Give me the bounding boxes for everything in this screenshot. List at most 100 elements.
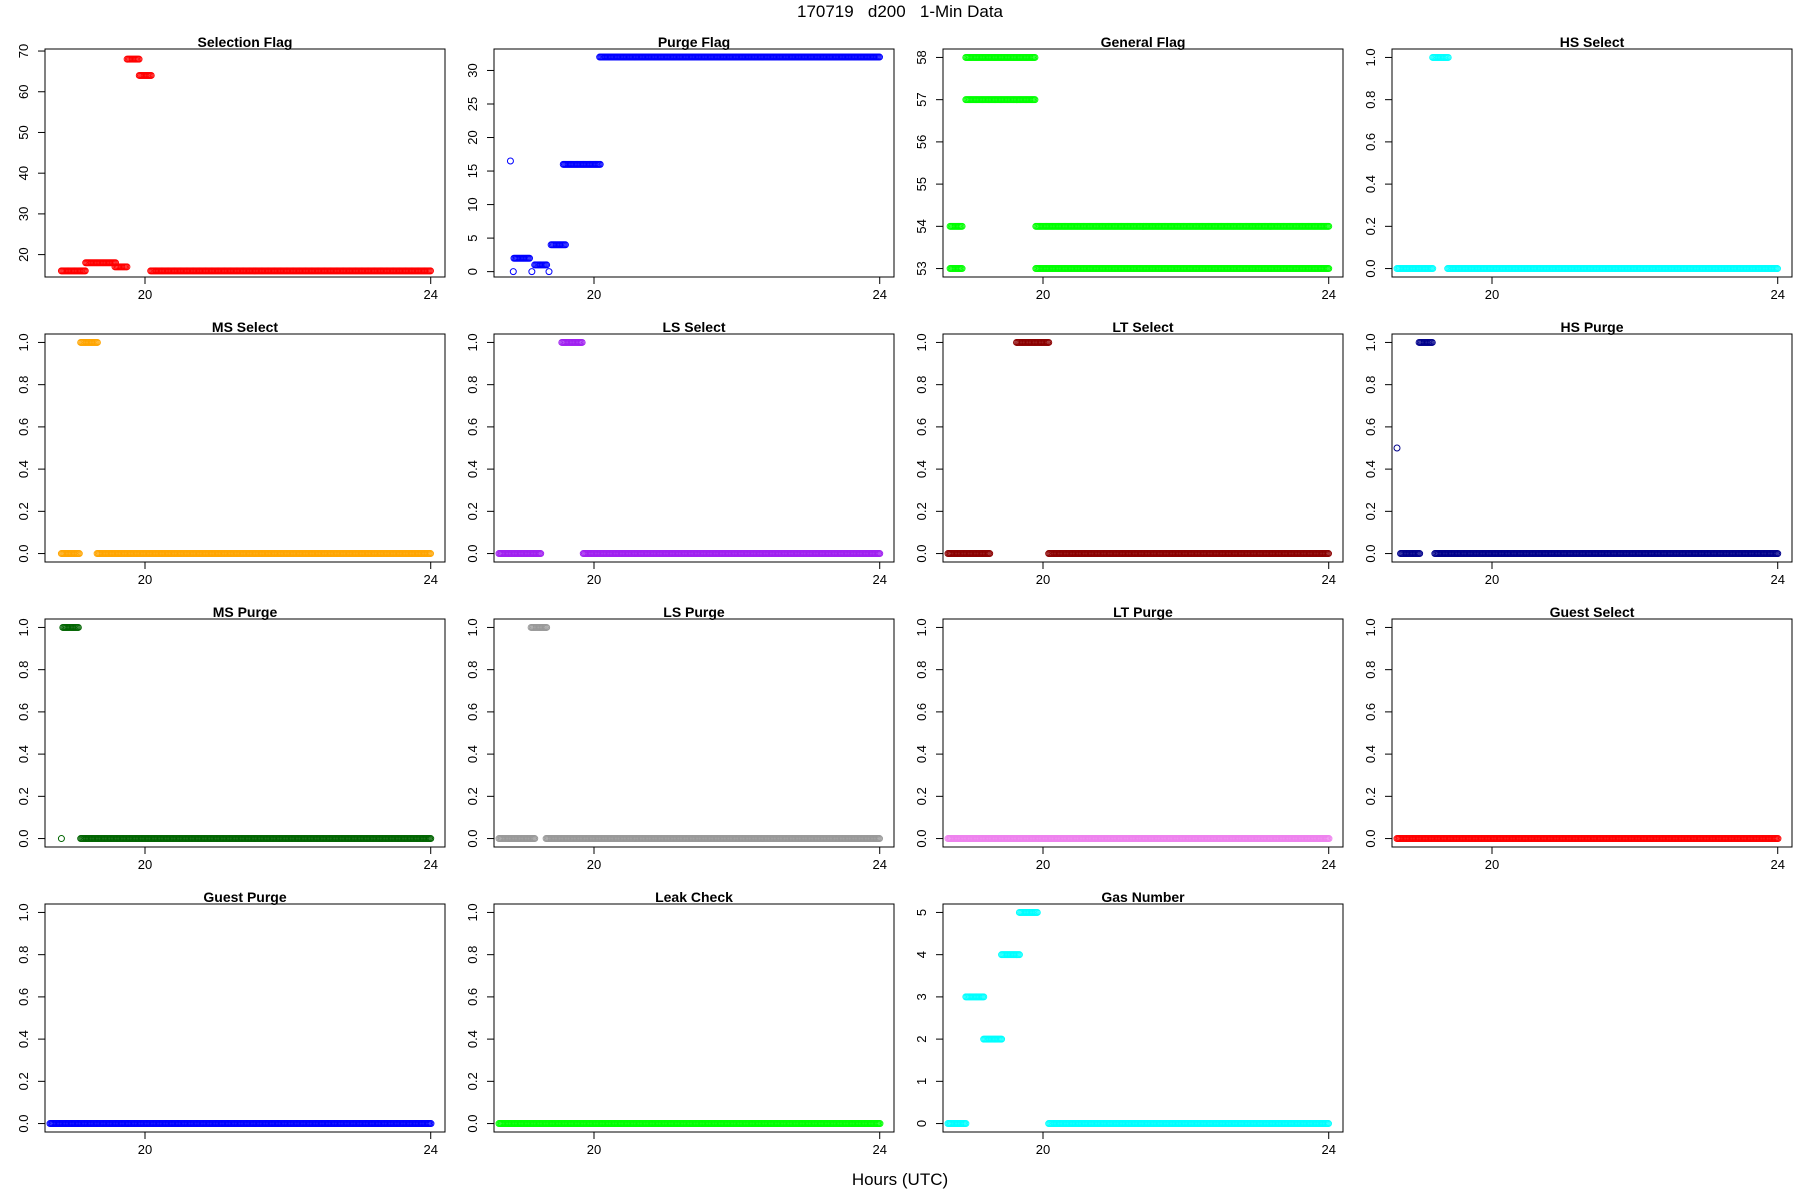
x-tick-label: 24	[872, 572, 886, 587]
y-tick-label: 1.0	[16, 333, 31, 351]
y-tick-label: 0.8	[465, 376, 480, 394]
y-tick-label: 15	[465, 164, 480, 178]
y-tick-label: 20	[465, 130, 480, 144]
y-tick-label: 0.4	[16, 745, 31, 763]
y-tick-label: 0.4	[465, 745, 480, 763]
panel-title: LT Purge	[1113, 604, 1173, 620]
x-tick-label: 24	[872, 1142, 886, 1157]
y-tick-label: 20	[16, 247, 31, 261]
data-point	[537, 550, 545, 558]
panel-title: Purge Flag	[658, 34, 730, 50]
y-tick-label: 58	[914, 50, 929, 64]
data-point	[561, 241, 569, 249]
plot-frame	[942, 48, 1344, 278]
data-point	[1324, 550, 1332, 558]
figure-title: 170719 d200 1-Min Data	[796, 2, 1004, 21]
series-points	[57, 623, 435, 843]
data-point	[1031, 96, 1039, 104]
y-tick-label: 50	[16, 125, 31, 139]
y-tick-label: 0.8	[16, 376, 31, 394]
y-tick-label: 0.0	[16, 830, 31, 848]
y-tick-label: 0.2	[465, 787, 480, 805]
panel-title: Leak Check	[655, 889, 733, 905]
data-point	[75, 550, 83, 558]
x-tick-label: 20	[587, 287, 601, 302]
y-tick-label: 0.8	[914, 661, 929, 679]
y-tick-label: 53	[914, 261, 929, 275]
y-tick-label: 0.0	[465, 830, 480, 848]
y-tick-label: 30	[16, 207, 31, 221]
y-tick-label: 0.6	[1363, 418, 1378, 436]
y-tick-label: 0.4	[914, 745, 929, 763]
data-point	[1325, 835, 1333, 843]
y-tick-label: 1.0	[1363, 333, 1378, 351]
y-tick-label: 0.8	[914, 376, 929, 394]
y-tick-label: 40	[16, 166, 31, 180]
series-points	[495, 338, 884, 558]
y-tick-label: 0.6	[16, 988, 31, 1006]
data-point	[875, 835, 883, 843]
y-tick-label: 0.2	[16, 787, 31, 805]
y-tick-label: 0.0	[914, 545, 929, 563]
data-point	[93, 338, 101, 346]
x-tick-label: 24	[423, 287, 437, 302]
data-point	[876, 550, 884, 558]
data-point	[1325, 265, 1333, 273]
series-points	[495, 1120, 884, 1128]
x-tick-label: 20	[1036, 287, 1050, 302]
y-tick-label: 0.0	[914, 830, 929, 848]
y-tick-label: 0.6	[914, 418, 929, 436]
plot-frame	[493, 48, 895, 278]
y-tick-label: 1.0	[1363, 618, 1378, 636]
y-tick-label: 0.2	[16, 1072, 31, 1090]
plot-frame	[44, 48, 446, 278]
y-tick-label: 0.2	[1363, 787, 1378, 805]
data-point	[1393, 444, 1401, 452]
data-point	[578, 338, 586, 346]
y-tick-label: 0.6	[465, 703, 480, 721]
y-tick-label: 0.0	[1363, 545, 1378, 563]
y-tick-label: 54	[914, 219, 929, 233]
series-points	[506, 53, 883, 276]
plot-frame	[493, 333, 895, 563]
panel-title: HS Select	[1560, 34, 1625, 50]
data-point	[543, 623, 551, 631]
series-points	[57, 55, 434, 275]
panel-title: HS Purge	[1560, 319, 1623, 335]
y-tick-label: 30	[465, 63, 480, 77]
y-tick-label: 1.0	[465, 333, 480, 351]
series-points	[1393, 835, 1782, 843]
x-tick-label: 20	[587, 1142, 601, 1157]
panel-title: Selection Flag	[198, 34, 293, 50]
x-tick-label: 24	[1770, 857, 1784, 872]
data-point	[506, 157, 514, 165]
x-tick-label: 20	[1036, 857, 1050, 872]
x-tick-label: 20	[1485, 572, 1499, 587]
plot-frame	[493, 903, 895, 1133]
y-tick-label: 0.8	[465, 946, 480, 964]
y-tick-label: 0.6	[465, 988, 480, 1006]
x-tick-label: 24	[423, 572, 437, 587]
y-tick-label: 0	[465, 268, 480, 275]
plot-frame	[1391, 618, 1793, 848]
x-tick-label: 20	[138, 287, 152, 302]
y-tick-label: 0.2	[16, 502, 31, 520]
x-tick-label: 24	[1321, 287, 1335, 302]
y-tick-label: 0.4	[465, 1030, 480, 1048]
plot-frame	[493, 618, 895, 848]
data-point	[543, 261, 551, 269]
data-point	[135, 55, 143, 63]
data-point	[525, 254, 533, 262]
x-tick-label: 20	[138, 857, 152, 872]
x-tick-label: 24	[1321, 857, 1335, 872]
data-point	[509, 268, 517, 276]
y-tick-label: 0.4	[465, 460, 480, 478]
y-tick-label: 0.6	[1363, 133, 1378, 151]
data-point	[1325, 222, 1333, 230]
